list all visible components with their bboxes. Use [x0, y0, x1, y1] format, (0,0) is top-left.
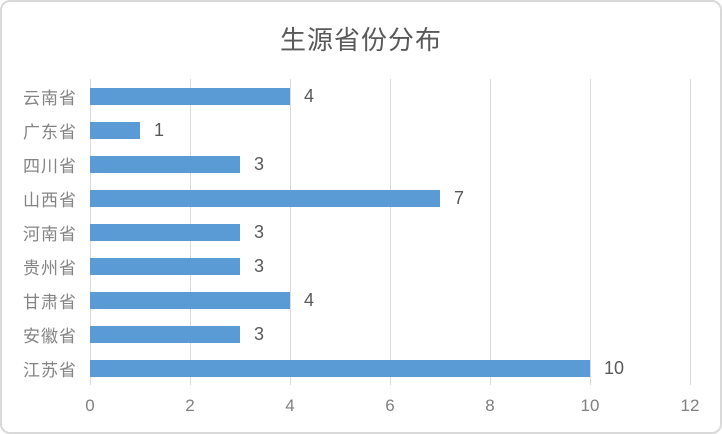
bar-山西省 [90, 189, 440, 207]
bar-四川省 [90, 155, 240, 173]
category-label: 江苏省 [23, 360, 77, 381]
bar-甘肃省 [90, 291, 290, 309]
value-label: 1 [154, 120, 165, 140]
bar-河南省 [90, 223, 240, 241]
value-label: 3 [254, 222, 265, 242]
x-tick-label: 6 [385, 396, 395, 415]
value-label: 3 [254, 154, 265, 174]
bar-row: 4 [90, 283, 690, 317]
plot-area: 4 1 3 7 3 3 4 3 10 [90, 79, 691, 385]
bar-row: 7 [90, 181, 690, 215]
bar-贵州省 [90, 257, 240, 275]
x-axis-tick-labels: 0 2 4 6 8 10 12 [85, 396, 699, 419]
bar-row: 1 [90, 113, 690, 147]
x-tick-label: 0 [85, 396, 95, 415]
x-tick-label: 4 [285, 396, 295, 415]
x-tick-label: 10 [580, 396, 600, 415]
gridline-x-10 [590, 79, 591, 385]
x-tick-label: 12 [680, 396, 700, 415]
bar-row: 10 [90, 351, 690, 385]
bar-广东省 [90, 121, 140, 139]
category-label: 四川省 [23, 156, 77, 177]
bar-row: 4 [90, 79, 690, 113]
value-label: 10 [604, 358, 625, 378]
category-label: 云南省 [23, 88, 77, 109]
gridline-x-4 [290, 79, 291, 385]
category-label: 甘肃省 [23, 292, 77, 313]
gridline-x-8 [490, 79, 491, 385]
bar-云南省 [90, 87, 290, 105]
x-tick-label: 2 [185, 396, 195, 415]
category-label: 广东省 [23, 122, 77, 143]
bar-rows: 4 1 3 7 3 3 4 3 10 [90, 79, 690, 385]
y-axis-category-labels: 云南省广东省四川省山西省河南省贵州省甘肃省安徽省江苏省 [2, 79, 90, 385]
bar-江苏省 [90, 359, 590, 377]
x-tick-label: 8 [485, 396, 495, 415]
gridline-x-6 [390, 79, 391, 385]
category-label: 安徽省 [23, 326, 77, 347]
bar-row: 3 [90, 147, 690, 181]
value-label: 3 [254, 256, 265, 276]
value-label: 7 [454, 188, 465, 208]
category-label: 贵州省 [23, 258, 77, 279]
bar-row: 3 [90, 317, 690, 351]
value-label: 3 [254, 324, 265, 344]
bar-安徽省 [90, 325, 240, 343]
gridline-x-12 [690, 79, 691, 385]
value-label: 4 [304, 290, 315, 310]
chart-title: 生源省份分布 [279, 26, 442, 56]
value-label: 4 [304, 86, 315, 106]
bar-row: 3 [90, 249, 690, 283]
bar-row: 3 [90, 215, 690, 249]
category-label: 山西省 [23, 190, 77, 211]
category-label: 河南省 [23, 224, 77, 245]
